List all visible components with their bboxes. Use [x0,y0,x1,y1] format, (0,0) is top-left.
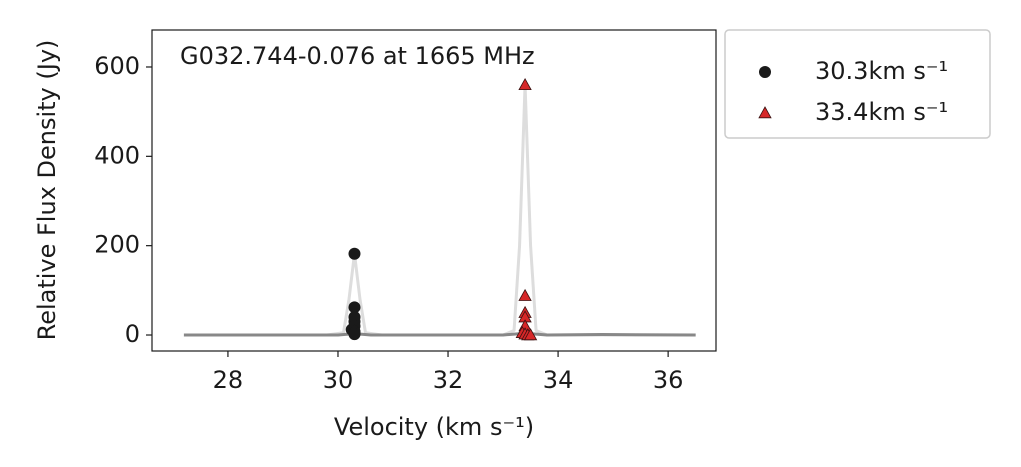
data-point [518,288,532,301]
annotation: G032.744-0.076 at 1665 MHz [180,42,535,70]
data-point [523,328,538,341]
data-point [348,301,361,314]
legend-label: 33.4km s⁻¹ [815,98,948,126]
y-tick-label: 600 [94,52,140,80]
data-point [348,247,361,260]
y-tick-label: 200 [94,231,140,259]
legend-marker [758,106,772,119]
legend-box [724,29,991,139]
x-tick-label: 34 [543,366,574,394]
y-tick-label: 400 [94,141,140,169]
x-tick-label: 36 [653,366,684,394]
x-tick-label: 28 [213,366,244,394]
y-axis-label: Relative Flux Density (Jy) [33,40,61,341]
x-tick-label: 30 [323,366,354,394]
spectrum-line [183,331,696,337]
x-axis-label: Velocity (km s⁻¹) [334,413,534,441]
y-tick-label: 0 [125,320,140,348]
plot-frame [151,29,717,352]
data-point [348,328,361,341]
data-point [518,78,532,91]
x-tick-label: 32 [433,366,464,394]
legend-marker [759,66,771,78]
legend-label: 30.3km s⁻¹ [815,57,948,85]
